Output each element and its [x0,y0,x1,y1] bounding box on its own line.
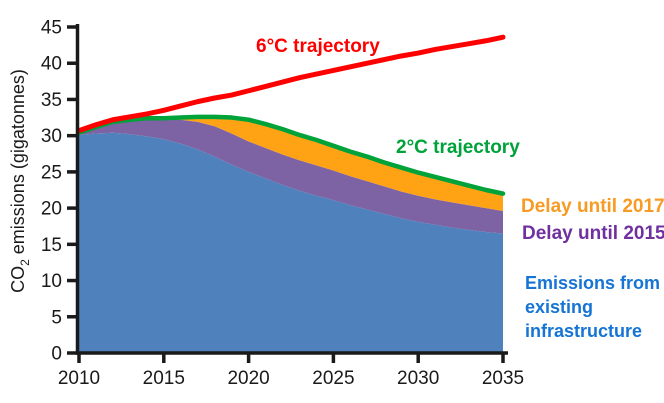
y-tick-label: 35 [41,90,62,111]
line-6c-trajectory [76,34,506,134]
y-tick-label: 0 [51,344,62,365]
y-tick-label: 40 [41,54,62,75]
label-delay-until-2015: Delay until 2015 [522,223,664,244]
y-tick-label: 5 [51,307,62,328]
x-tick-label: 2035 [482,368,524,389]
line-2c-trajectory [76,114,506,196]
y-tick-label: 25 [41,162,62,183]
y-tick-label: 30 [41,126,62,147]
y-tick-label: 45 [41,18,62,39]
area-delay-until-2015 [79,119,503,234]
y-tick-label: 15 [41,235,62,256]
label-6c-trajectory: 6°C trajectory [256,36,380,57]
y-axis-title: CO2 emissions (gigatonnes) [8,69,32,293]
x-tick-label: 2020 [227,368,269,389]
y-axis-title-sub: 2 [17,259,32,266]
x-tick-label: 2025 [312,368,354,389]
y-tick-label: 10 [41,271,62,292]
y-axis-title-post: emissions (gigatonnes) [8,69,29,260]
x-tick-label: 2015 [143,368,185,389]
label-delay-until-2017: Delay until 2017 [521,196,664,217]
area-existing-infrastructure [79,132,503,353]
x-tick-label: 2010 [58,368,100,389]
area-delay-until-2017 [79,116,503,212]
label-existing-infrastructure: Emissions from existing infrastructure [525,273,661,341]
y-tick-label: 20 [41,199,62,220]
x-tick-label: 2030 [397,368,439,389]
label-2c-trajectory: 2°C trajectory [396,137,520,158]
y-axis-title-pre: CO [8,265,29,293]
